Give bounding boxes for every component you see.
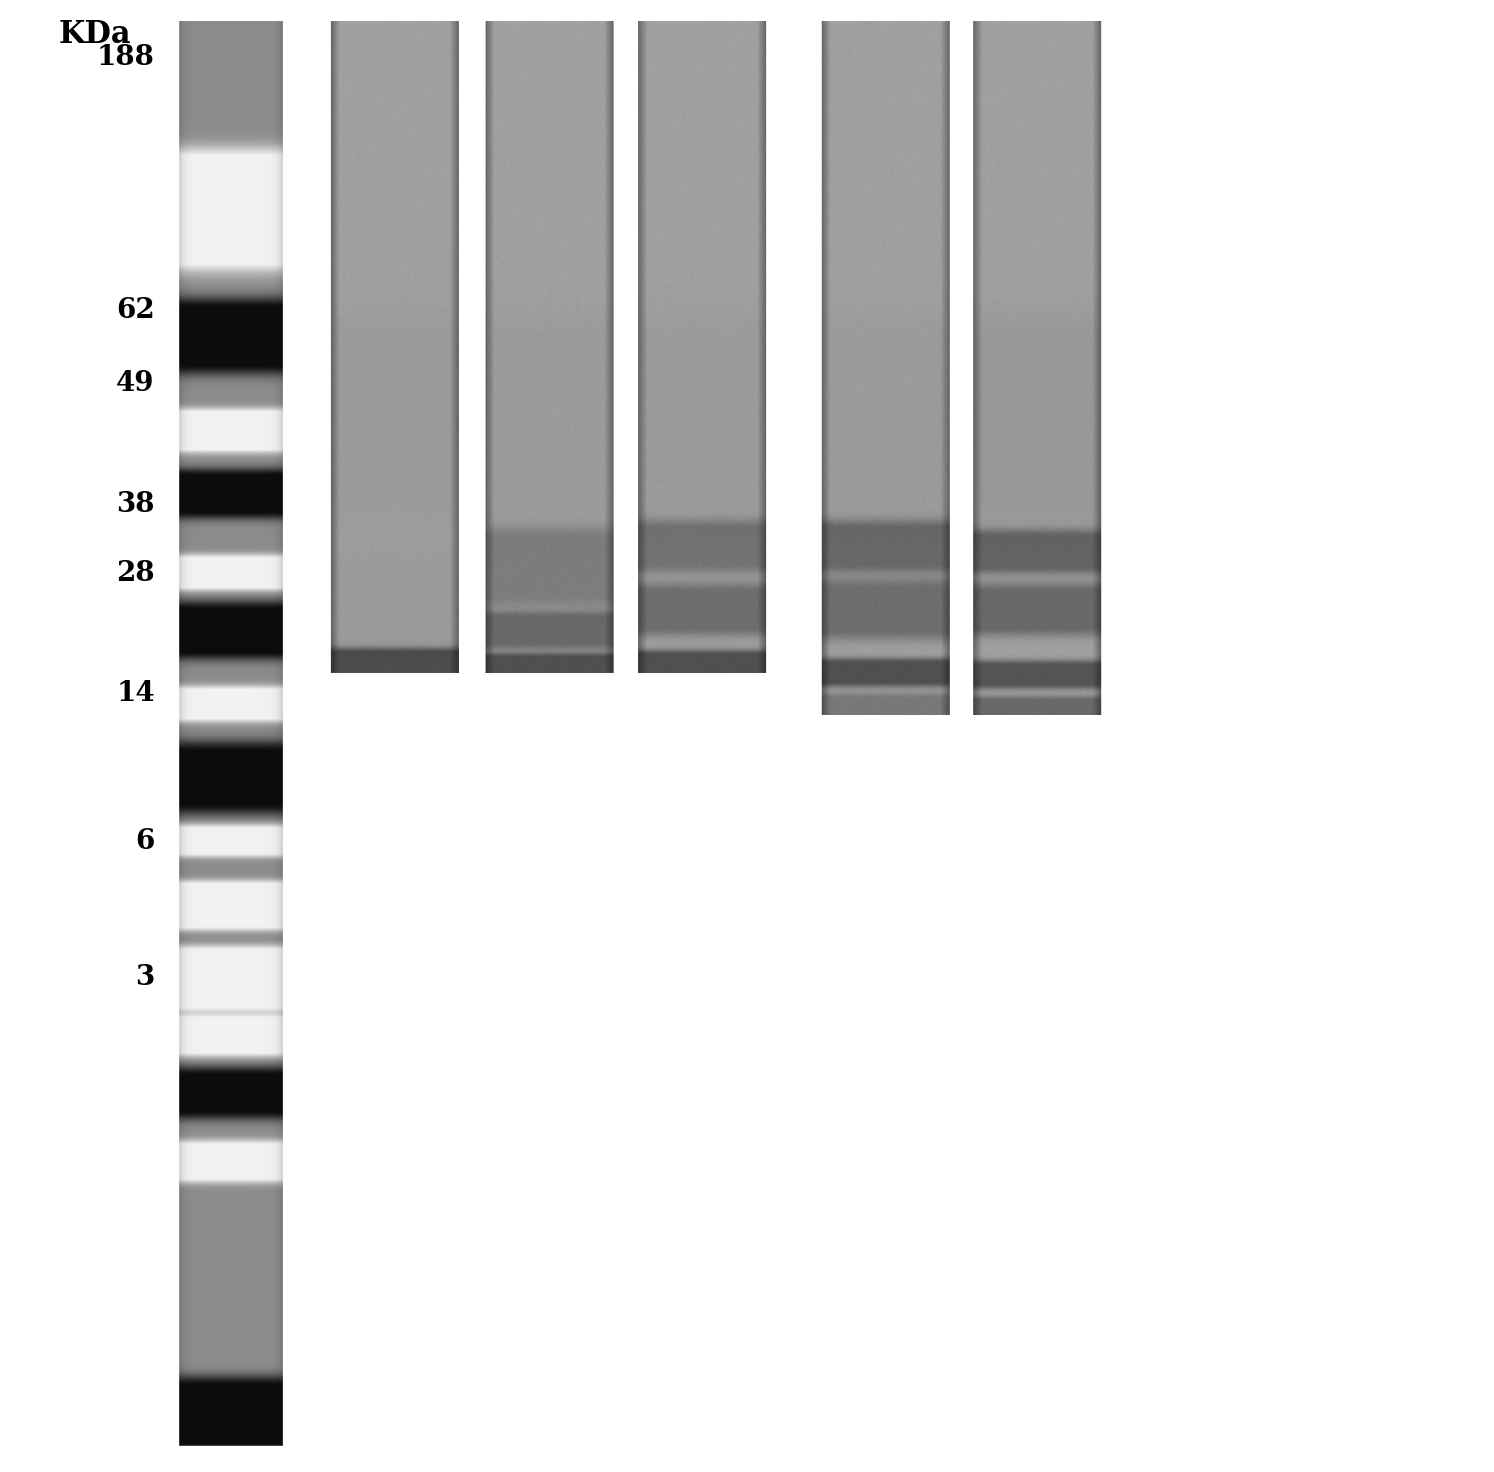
Text: 188: 188 <box>97 44 155 71</box>
Text: 14: 14 <box>117 680 155 708</box>
Text: 62: 62 <box>117 297 155 324</box>
Text: 38: 38 <box>117 492 155 518</box>
Text: 49: 49 <box>117 371 155 397</box>
Text: 6: 6 <box>136 827 155 855</box>
Text: 28: 28 <box>117 559 155 586</box>
Text: 3: 3 <box>136 964 155 991</box>
Text: KDa: KDa <box>58 19 131 50</box>
